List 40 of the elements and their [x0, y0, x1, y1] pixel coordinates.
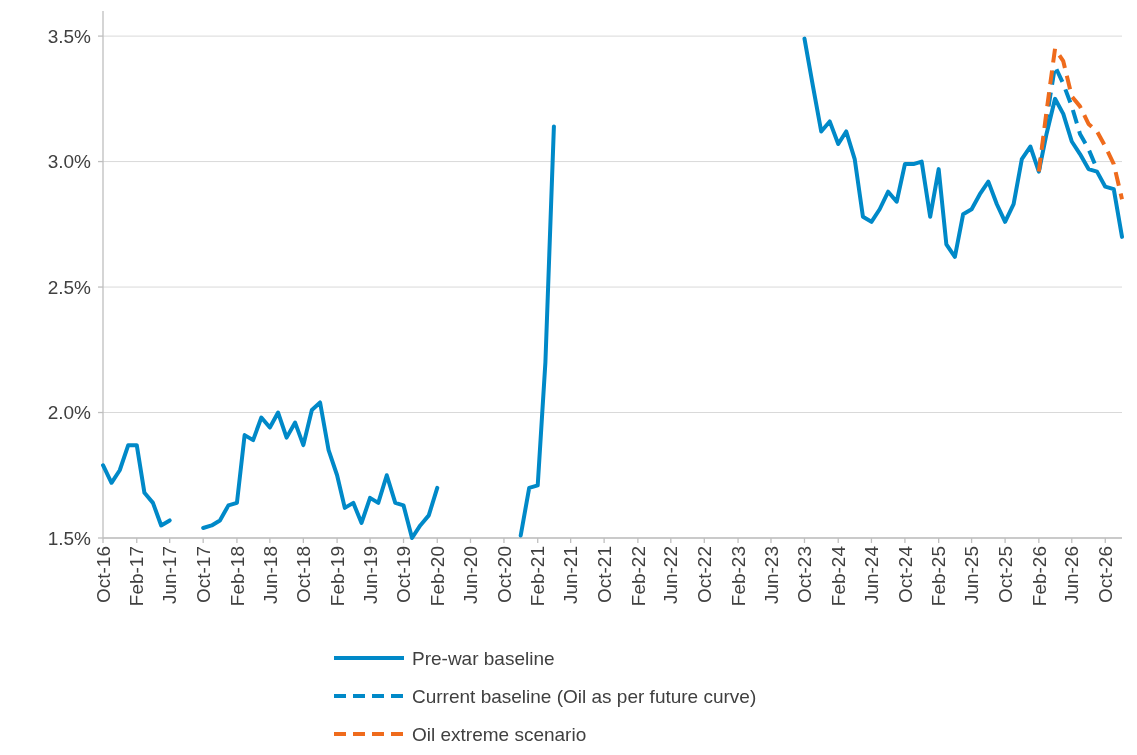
legend-label: Oil extreme scenario [412, 723, 587, 745]
x-tick-label: Jun-23 [760, 546, 782, 605]
legend-label: Current baseline (Oil as per future curve) [412, 685, 757, 707]
x-tick-label: Feb-17 [126, 546, 148, 607]
x-tick-label: Jun-25 [961, 546, 983, 605]
y-tick-label: 2.0% [47, 402, 92, 424]
x-tick-label: Feb-21 [527, 546, 549, 607]
x-tick-label: Feb-24 [827, 545, 849, 607]
x-tick-label: Oct-23 [794, 546, 816, 604]
x-tick-label: Feb-26 [1028, 546, 1050, 607]
x-tick-label: Oct-26 [1094, 546, 1116, 604]
x-tick-label: Jun-26 [1061, 546, 1083, 605]
x-tick-label: Oct-16 [92, 546, 114, 604]
x-tick-label: Feb-18 [226, 546, 248, 607]
x-tick-label: Jun-17 [159, 546, 181, 605]
x-tick-label: Oct-21 [593, 546, 615, 604]
x-tick-label: Feb-25 [928, 546, 950, 607]
y-tick-label: 3.5% [47, 25, 92, 47]
x-tick-label: Jun-19 [359, 546, 381, 605]
x-tick-label: Oct-17 [192, 546, 214, 604]
x-tick-label: Feb-23 [727, 546, 749, 607]
x-tick-label: Oct-20 [493, 546, 515, 604]
x-tick-label: Feb-19 [326, 546, 348, 607]
x-tick-label: Oct-24 [894, 545, 916, 604]
x-tick-label: Oct-25 [994, 546, 1016, 604]
x-tick-label: Jun-22 [660, 546, 682, 605]
x-tick-label: Jun-20 [460, 546, 482, 605]
legend-label: Pre-war baseline [412, 647, 555, 669]
y-tick-label: 1.5% [47, 527, 92, 549]
x-tick-label: Feb-20 [426, 546, 448, 607]
x-tick-label: Oct-19 [393, 546, 415, 604]
x-tick-label: Jun-21 [560, 546, 582, 605]
x-tick-label: Oct-18 [292, 546, 314, 604]
y-tick-label: 2.5% [47, 276, 92, 298]
x-tick-label: Feb-22 [627, 546, 649, 607]
x-tick-label: Jun-24 [861, 545, 883, 605]
y-tick-label: 3.0% [47, 151, 92, 173]
line-series [1036, 46, 1124, 202]
x-tick-label: Oct-22 [693, 546, 715, 604]
x-tick-label: Jun-18 [259, 546, 281, 605]
